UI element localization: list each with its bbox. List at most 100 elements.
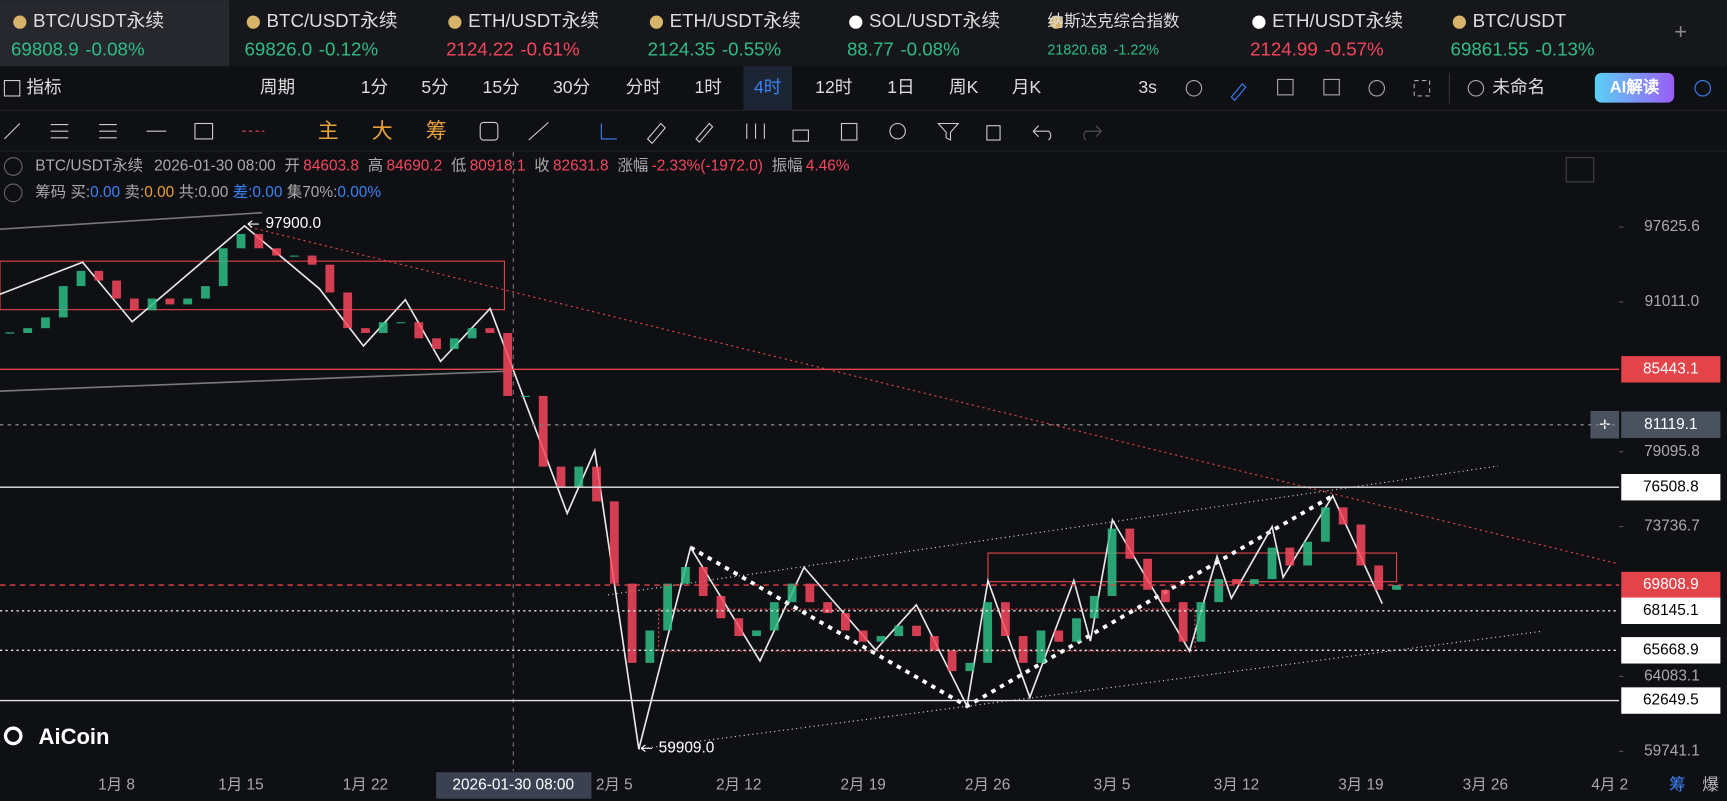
candle [218,248,228,287]
collapse-icon[interactable] [3,157,23,176]
tab-icon[interactable] [448,15,462,29]
period-button[interactable]: 周期 [260,77,295,97]
candle [538,395,548,467]
candle [41,317,50,329]
tool-line[interactable] [4,123,21,140]
settings-icon[interactable] [1368,79,1386,97]
candle [841,613,850,631]
liquidation-toggle[interactable]: 爆 [1702,775,1719,794]
tab-name[interactable]: 纳斯达克综合指数 [1047,12,1180,31]
info-text: 82631.8 [553,158,609,175]
tab-change[interactable]: -0.55% [722,39,781,60]
tab-name[interactable]: ETH/USDT永续 [1272,10,1403,31]
tab-price[interactable]: 2124.22 [446,39,514,60]
tab-name[interactable]: BTC/USDT永续 [33,10,164,31]
collapse-icon[interactable] [3,183,23,203]
tool-candle[interactable] [746,123,765,139]
interval-button[interactable]: 1日 [887,77,914,97]
expand-icon[interactable] [1565,157,1595,183]
draw-tool[interactable]: 主 [318,120,339,143]
tab-name[interactable]: BTC/USDT [1473,10,1567,31]
interval-button[interactable]: 12时 [815,77,852,97]
tab-icon[interactable] [1452,15,1466,29]
extreme-label: 59909.0 [659,739,715,756]
tool-delete[interactable] [986,125,1001,141]
tab-price[interactable]: 69861.55 [1451,39,1529,60]
layout-icon[interactable] [1467,79,1485,97]
tab-price[interactable]: 88.77 [847,39,894,60]
ai-button[interactable] [1594,72,1675,103]
chips-toggle[interactable]: 筹 [1669,775,1686,794]
fullscreen-icon[interactable] [1413,79,1431,97]
y-tick-label: 91011.0 [1645,293,1700,310]
tab-icon[interactable] [1049,15,1063,29]
logo-icon [3,726,23,746]
interval-button[interactable]: 月K [1012,77,1042,97]
candle [823,602,833,614]
tab-price[interactable]: 2124.35 [648,39,716,60]
interval-button[interactable]: 15分 [483,77,520,97]
tool-magnet[interactable] [889,122,906,140]
tool-lock[interactable] [792,129,809,142]
tool-redo[interactable] [1083,125,1102,141]
x-tick-label: 2月 26 [965,777,1010,794]
share-icon[interactable] [1694,79,1712,97]
candle [1249,579,1259,585]
tab-change[interactable]: -0.08% [900,39,959,60]
tool-fib[interactable] [99,124,117,139]
tab-price[interactable]: 2124.99 [1250,39,1318,60]
interval-button[interactable]: 分时 [626,77,661,97]
tab-name[interactable]: ETH/USDT永续 [468,10,599,31]
tool-brush[interactable] [695,122,714,144]
ai-button-label[interactable]: AI解读 [1610,77,1660,97]
tab-icon[interactable] [1252,15,1266,29]
indicator-icon[interactable] [3,79,21,97]
tab-name[interactable]: SOL/USDT永续 [869,10,1000,31]
refresh-rate[interactable]: 3s [1138,77,1157,97]
tab-name[interactable]: BTC/USDT永续 [267,10,398,31]
candle [876,636,886,642]
draw-icon[interactable] [1230,83,1247,102]
tab-icon[interactable] [849,15,863,29]
camera-icon[interactable] [1185,79,1203,97]
tab-change[interactable]: -0.08% [85,39,144,60]
tool-rect[interactable] [194,122,214,140]
tool-filter[interactable] [937,122,960,141]
indicator-button[interactable]: 指标 [26,77,61,97]
tool[interactable] [479,121,499,141]
tool-ruler[interactable] [646,122,666,145]
active-tab[interactable] [0,0,230,67]
tab-icon[interactable] [649,15,664,29]
tab-change[interactable]: -0.61% [520,39,579,60]
add-tab[interactable]: + [1674,19,1687,44]
interval-button[interactable]: 4时 [754,77,781,97]
tab-change[interactable]: -0.57% [1324,39,1383,60]
interval-button[interactable]: 周K [949,77,979,97]
tool[interactable] [840,122,858,141]
tab-name[interactable]: ETH/USDT永续 [670,10,801,31]
tab-change[interactable]: -1.22% [1114,43,1160,59]
icon[interactable] [1277,78,1294,96]
interval-button[interactable]: 5分 [421,77,448,97]
tab-icon[interactable] [13,15,27,29]
draw-tool[interactable]: 大 [372,120,393,143]
x-tick-label: 2月 19 [840,777,885,794]
draw-tool[interactable]: 筹 [426,120,447,143]
tab-price[interactable]: 69826.0 [245,39,313,60]
icon[interactable] [1323,78,1340,96]
layout-name[interactable]: 未命名 [1492,77,1545,97]
info-text: 共: [179,183,199,201]
tool-select[interactable] [600,123,617,140]
tab-price[interactable]: 21820.68 [1047,43,1107,59]
tool-undo[interactable] [1032,125,1052,141]
tab-change[interactable]: -0.13% [1535,39,1594,60]
tool[interactable] [528,121,549,141]
interval-button[interactable]: 1时 [694,77,721,97]
interval-button[interactable]: 1分 [361,77,388,97]
candle [698,566,708,596]
interval-button[interactable]: 30分 [553,77,590,97]
tab-icon[interactable] [246,15,260,29]
tab-price[interactable]: 69808.9 [11,39,79,60]
tool-hlines[interactable] [50,124,69,139]
tab-change[interactable]: -0.12% [319,39,378,60]
